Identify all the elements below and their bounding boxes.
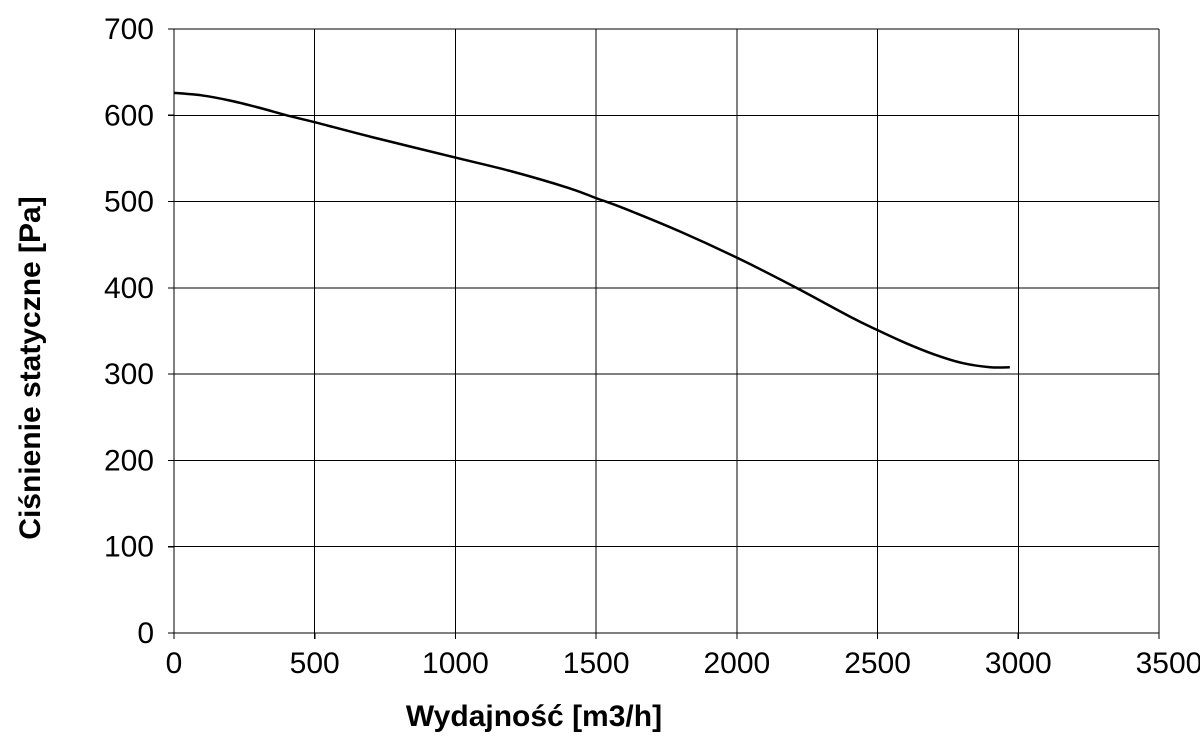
y-tick-label: 700 xyxy=(104,13,154,46)
grid xyxy=(174,28,1160,633)
x-tick-label: 2500 xyxy=(844,647,911,680)
y-tick-label: 200 xyxy=(104,444,154,477)
series-group xyxy=(173,91,1010,369)
y-tick-label: 600 xyxy=(104,99,154,132)
x-axis-title: Wydajność [m3/h] xyxy=(406,700,662,733)
x-tick-label: 3000 xyxy=(985,647,1052,680)
y-tick-label: 100 xyxy=(104,531,154,564)
axes xyxy=(173,29,1159,634)
x-tick-label: 2000 xyxy=(703,647,770,680)
x-tick-label: 3500 xyxy=(1136,647,1200,680)
y-axis-ticks: 0 100 200 300 400 500 600 700 xyxy=(104,13,174,650)
x-tick-label: 0 xyxy=(166,647,183,680)
x-tick-label: 500 xyxy=(290,647,340,680)
y-tick-label: 300 xyxy=(104,358,154,391)
x-tick-label: 1000 xyxy=(422,647,489,680)
y-tick-label: 500 xyxy=(104,186,154,219)
y-tick-label: 400 xyxy=(104,272,154,305)
series-line-0 xyxy=(173,91,1010,369)
y-axis-title: Ciśnienie statyczne [Pa] xyxy=(14,196,47,539)
y-tick-label: 0 xyxy=(137,617,154,650)
x-tick-label: 1500 xyxy=(563,647,630,680)
x-axis-ticks: 0 500 1000 1500 2000 2500 3000 3500 xyxy=(166,633,1200,680)
